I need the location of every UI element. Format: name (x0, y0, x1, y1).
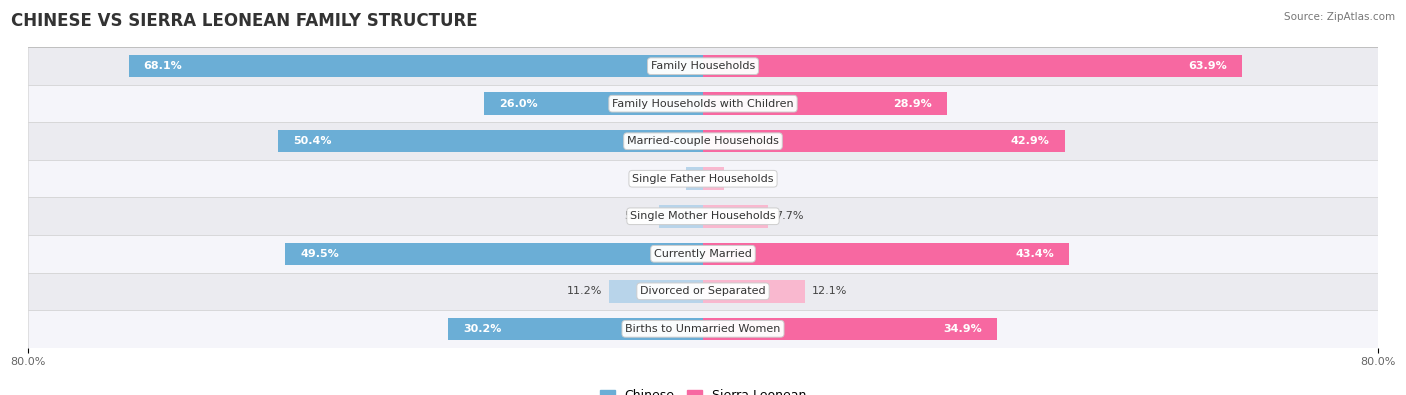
Bar (484, 92, 703, 115)
Text: Married-couple Households: Married-couple Households (627, 136, 779, 146)
Text: 30.2%: 30.2% (464, 324, 502, 334)
Text: CHINESE VS SIERRA LEONEAN FAMILY STRUCTURE: CHINESE VS SIERRA LEONEAN FAMILY STRUCTU… (11, 12, 478, 30)
Bar (28, 273, 1378, 310)
Bar (609, 280, 703, 303)
Text: 2.0%: 2.0% (651, 174, 679, 184)
Bar (285, 243, 703, 265)
Text: Family Households with Children: Family Households with Children (612, 99, 794, 109)
Text: 43.4%: 43.4% (1015, 249, 1054, 259)
Text: 34.9%: 34.9% (943, 324, 983, 334)
Text: Family Households: Family Households (651, 61, 755, 71)
Bar (659, 205, 703, 228)
Text: 12.1%: 12.1% (811, 286, 848, 296)
Text: Currently Married: Currently Married (654, 249, 752, 259)
Bar (278, 130, 703, 152)
Text: 11.2%: 11.2% (567, 286, 602, 296)
Bar (128, 55, 703, 77)
Bar (703, 205, 768, 228)
Text: 26.0%: 26.0% (499, 99, 537, 109)
Text: Divorced or Separated: Divorced or Separated (640, 286, 766, 296)
Bar (449, 318, 703, 340)
Bar (28, 85, 1378, 122)
Bar (703, 318, 997, 340)
Text: 7.7%: 7.7% (775, 211, 803, 221)
Bar (703, 167, 724, 190)
Text: 68.1%: 68.1% (143, 61, 183, 71)
Text: 2.5%: 2.5% (731, 174, 759, 184)
Bar (28, 160, 1378, 198)
Text: 49.5%: 49.5% (301, 249, 339, 259)
Bar (28, 198, 1378, 235)
Text: 5.2%: 5.2% (624, 211, 652, 221)
Bar (703, 92, 946, 115)
Text: Single Father Households: Single Father Households (633, 174, 773, 184)
Bar (28, 310, 1378, 348)
Bar (703, 130, 1064, 152)
Bar (28, 47, 1378, 85)
Bar (703, 55, 1241, 77)
Bar (703, 243, 1069, 265)
Text: 50.4%: 50.4% (292, 136, 332, 146)
Text: 42.9%: 42.9% (1011, 136, 1050, 146)
Bar (28, 235, 1378, 273)
Text: 28.9%: 28.9% (893, 99, 932, 109)
Text: Single Mother Households: Single Mother Households (630, 211, 776, 221)
Bar (28, 122, 1378, 160)
Text: Births to Unmarried Women: Births to Unmarried Women (626, 324, 780, 334)
Bar (686, 167, 703, 190)
Legend: Chinese, Sierra Leonean: Chinese, Sierra Leonean (595, 384, 811, 395)
Bar (703, 280, 806, 303)
Text: 63.9%: 63.9% (1188, 61, 1227, 71)
Text: Source: ZipAtlas.com: Source: ZipAtlas.com (1284, 12, 1395, 22)
